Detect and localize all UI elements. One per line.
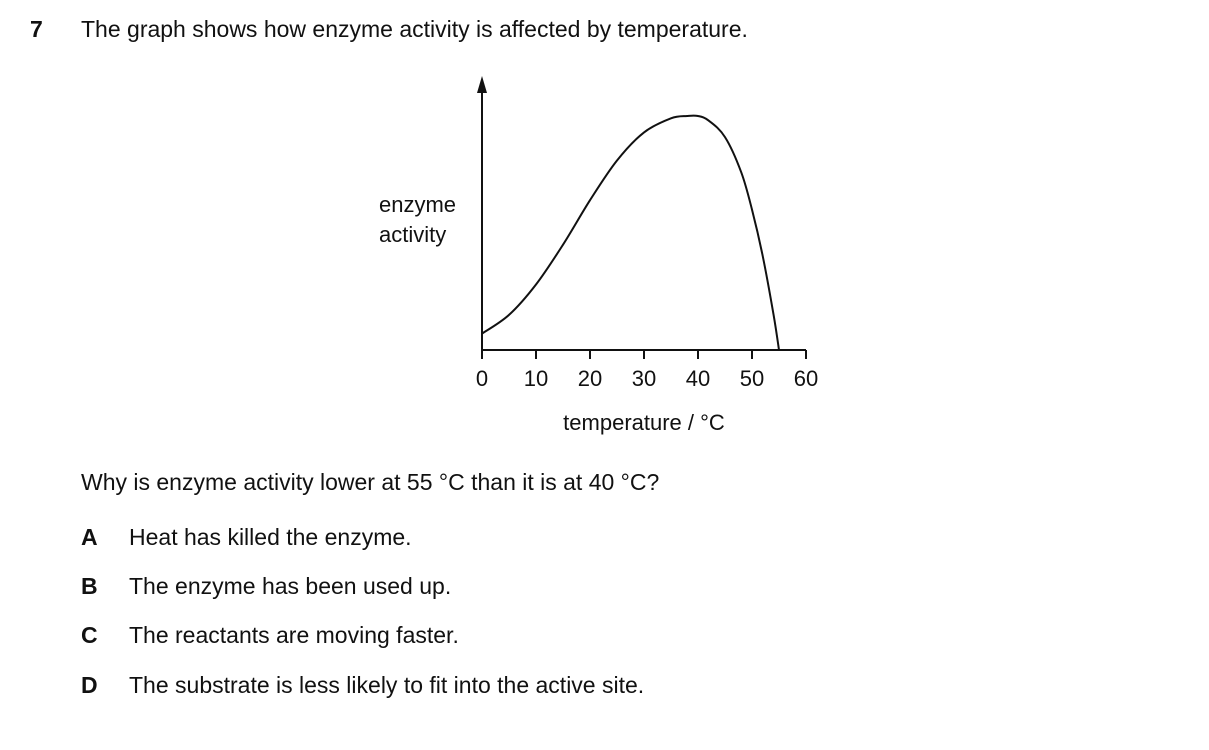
option-text: The reactants are moving faster. xyxy=(129,622,459,648)
option-text: The substrate is less likely to fit into… xyxy=(129,672,645,698)
option-c[interactable]: C The reactants are moving faster. xyxy=(81,622,459,649)
activity-curve xyxy=(481,114,780,351)
option-d[interactable]: D The substrate is less likely to fit int… xyxy=(81,672,644,699)
option-text: The enzyme has been used up. xyxy=(129,573,452,599)
option-letter: A xyxy=(81,524,98,550)
x-tick-label: 40 xyxy=(686,366,710,391)
x-tick-label: 10 xyxy=(524,366,548,391)
option-a[interactable]: A Heat has killed the enzyme. xyxy=(81,524,412,551)
x-ticks xyxy=(481,350,807,359)
question-number: 7 xyxy=(30,16,43,42)
y-axis-label-line-1: enzyme xyxy=(379,192,456,217)
question-prompt: Why is enzyme activity lower at 55 °C th… xyxy=(81,469,660,495)
option-text: Heat has killed the enzyme. xyxy=(129,524,412,550)
enzyme-activity-chart: 0 10 20 30 40 50 60 enzyme activity temperatur… xyxy=(379,76,818,435)
x-tick-label: 50 xyxy=(740,366,764,391)
option-letter: C xyxy=(81,622,98,648)
x-axis-label: temperature / °C xyxy=(563,410,725,435)
x-tick-label: 20 xyxy=(578,366,602,391)
x-tick-label: 60 xyxy=(794,366,818,391)
x-tick-label: 30 xyxy=(632,366,656,391)
y-axis-arrow-icon xyxy=(477,76,487,93)
option-b[interactable]: B The enzyme has been used up. xyxy=(81,573,451,600)
option-letter: B xyxy=(81,573,98,599)
option-letter: D xyxy=(81,672,98,698)
y-axis-label-line-2: activity xyxy=(379,222,446,247)
x-tick-label: 0 xyxy=(476,366,488,391)
x-tick-labels: 0 10 20 30 40 50 60 xyxy=(476,366,818,391)
question-stem: The graph shows how enzyme activity is a… xyxy=(81,16,748,42)
chart-axes xyxy=(477,76,806,351)
